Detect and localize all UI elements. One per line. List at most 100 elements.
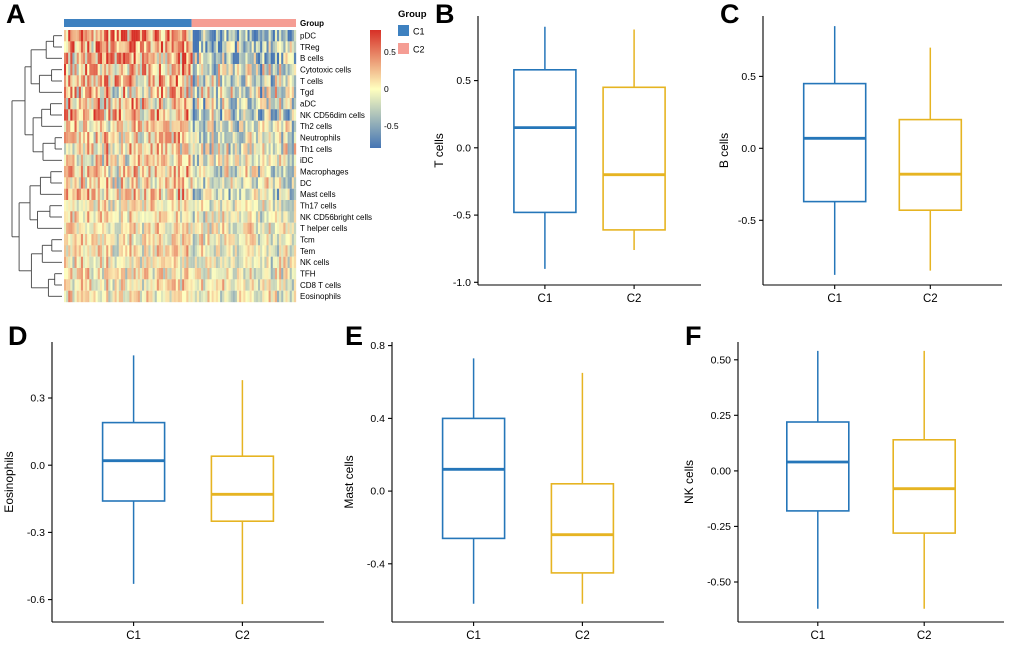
box-c2: [210, 455, 275, 522]
row-label: B cells: [300, 54, 324, 63]
x-axis: C1 C2: [810, 622, 932, 642]
row-label: Neutrophils: [300, 133, 340, 142]
boxplot-c2: [892, 350, 956, 609]
panel-label-b: B: [435, 0, 455, 29]
y-axis-title: NK cells: [682, 460, 696, 504]
legend-swatch-c1: [398, 25, 409, 36]
colorbar: 0.5 0 -0.5: [370, 30, 399, 148]
boxplot-c1: [802, 26, 867, 275]
boxplot-c2: [898, 47, 963, 271]
row-labels: Group pDC TReg B cells Cytotoxic cells T cell…: [300, 19, 372, 301]
row-label: NK CD56bright cells: [300, 213, 372, 222]
boxplot-c2: [550, 372, 615, 604]
legend-label: C2: [413, 45, 425, 55]
panel-label-d: D: [8, 321, 28, 351]
row-label: Mast cells: [300, 190, 336, 199]
panel-label-f: F: [685, 321, 702, 351]
panel-boxplot-eosinophils: D -0.6 -0.3 0.0 0.3 C1 C2 Eosinophils: [0, 318, 340, 662]
y-axis-title: B cells: [717, 133, 731, 168]
panel-label-e: E: [345, 321, 364, 351]
x-axis: C1 C2: [827, 285, 938, 305]
annotation-title: Group: [300, 19, 324, 28]
y-tick-label: -0.5: [738, 215, 756, 227]
row-label: TFH: [300, 269, 316, 278]
box-c2: [550, 483, 615, 574]
y-tick-label: -0.6: [27, 594, 45, 606]
x-tick-label: C1: [810, 630, 825, 642]
x-axis: C1 C2: [466, 622, 590, 642]
row-label: Macrophages: [300, 167, 348, 176]
x-tick-label: C1: [126, 630, 141, 642]
row-label: NK CD56dim cells: [300, 111, 365, 120]
y-axis-title: Eosinophils: [2, 451, 16, 512]
row-label: Th1 cells: [300, 145, 332, 154]
heatmap-figure: Group pDC TReg B cells Cytotoxic cells T cell…: [11, 9, 427, 303]
row-label: Eosinophils: [300, 292, 341, 301]
boxplot-c1: [513, 26, 577, 269]
colorbar-tick: -0.5: [384, 121, 399, 131]
annotation-c1: [64, 19, 192, 27]
box-c1: [802, 82, 867, 203]
heatmap-cells: [64, 30, 297, 303]
x-tick-label: C2: [917, 630, 932, 642]
box-c2: [602, 86, 666, 231]
y-axis-title: T cells: [432, 133, 446, 167]
group-legend: Group C1 C2: [398, 9, 427, 55]
x-tick-label: C1: [827, 293, 842, 305]
row-label: T cells: [300, 77, 323, 86]
box-c1: [441, 417, 506, 540]
boxplot-c1: [441, 358, 506, 604]
legend-label: C1: [413, 27, 425, 37]
row-label: DC: [300, 179, 312, 188]
panel-heatmap: A Group pDC TReg B cells Cytotoxic cells T ce…: [0, 0, 430, 318]
legend-swatch-c2: [398, 43, 409, 54]
x-tick-label: C2: [923, 293, 938, 305]
boxplot-c2: [602, 29, 666, 250]
y-tick-label: -1.0: [453, 277, 471, 289]
x-tick-label: C2: [235, 630, 250, 642]
column-annotation-bar: [64, 19, 296, 27]
boxplot-c2: [210, 380, 275, 605]
y-axis: -0.50 -0.25 0.00 0.25 0.50: [707, 342, 1004, 623]
row-label: Th2 cells: [300, 122, 332, 131]
boxplot-c1: [786, 350, 850, 609]
y-tick-label: 0.5: [741, 71, 756, 83]
panel-boxplot-t-cells: B -1.0 -0.5 0.0 0.5 C1 C2 T cells: [430, 0, 715, 318]
boxplot-nk-cells: -0.50 -0.25 0.00 0.25 0.50 C1 C2 NK cells: [682, 342, 1004, 642]
boxplot-t-cells: -1.0 -0.5 0.0 0.5 C1 C2 T cells: [432, 16, 701, 305]
panel-boxplot-nk-cells: F -0.50 -0.25 0.00 0.25 0.50 C1 C2 NK cells: [680, 318, 1020, 662]
row-label: T helper cells: [300, 224, 347, 233]
y-tick-label: -0.25: [707, 521, 731, 533]
legend-title: Group: [398, 9, 427, 20]
annotation-c2: [191, 19, 296, 27]
row-label: iDC: [300, 156, 314, 165]
boxplot-c1: [101, 355, 166, 584]
panel-boxplot-b-cells: C -0.5 0.0 0.5 C1 C2 B cells: [715, 0, 1020, 318]
row-dendrogram: [11, 35, 62, 297]
x-axis: C1 C2: [538, 285, 641, 305]
y-tick-label: 0.3: [30, 393, 45, 405]
x-tick-label: C1: [466, 630, 481, 642]
boxplot-eosinophils: -0.6 -0.3 0.0 0.3 C1 C2 Eosinophils: [2, 342, 324, 642]
colorbar-tick: 0: [384, 84, 389, 94]
y-tick-label: 0.0: [370, 486, 385, 498]
row-label: NK cells: [300, 258, 329, 267]
y-axis: -0.5 0.0 0.5: [738, 16, 1002, 286]
y-tick-label: 0.0: [456, 142, 471, 154]
y-tick-label: -0.50: [707, 577, 731, 589]
y-axis: -1.0 -0.5 0.0 0.5: [453, 16, 701, 289]
y-tick-label: -0.3: [27, 527, 45, 539]
row-label: Tgd: [300, 88, 314, 97]
x-axis: C1 C2: [126, 622, 250, 642]
box-c1: [786, 421, 850, 512]
y-tick-label: 0.5: [456, 75, 471, 87]
y-tick-label: 0.00: [711, 465, 732, 477]
colorbar-gradient: [370, 30, 381, 148]
colorbar-tick: 0.5: [384, 47, 396, 57]
row-label: pDC: [300, 31, 316, 40]
y-tick-label: -0.5: [453, 210, 471, 222]
boxplot-mast-cells: -0.4 0.0 0.4 0.8 C1 C2 Mast cells: [342, 340, 664, 642]
y-axis-title: Mast cells: [342, 455, 356, 508]
y-axis: -0.6 -0.3 0.0 0.3: [27, 342, 324, 623]
box-c1: [513, 69, 577, 214]
